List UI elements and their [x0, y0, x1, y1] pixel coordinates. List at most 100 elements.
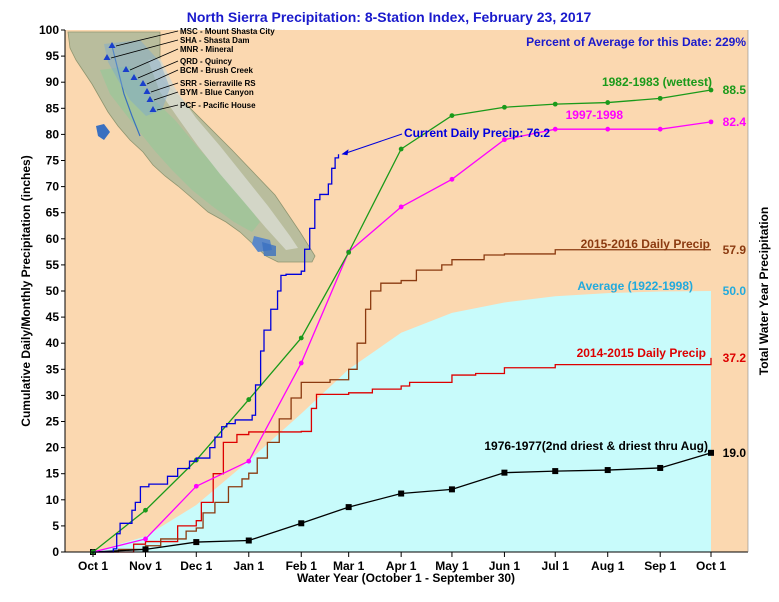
x-tick-label: Apr 1 [386, 559, 417, 573]
data-point [708, 449, 714, 456]
station-label: QRD - Quincy [180, 57, 233, 66]
series-end-value: 50.0 [723, 284, 747, 298]
station-marker [130, 74, 138, 80]
series-end-value: 37.2 [723, 351, 747, 365]
y-axis-label: Cumulative Daily/Monthly Precipitation (… [19, 155, 33, 426]
y-tick-label: 20 [46, 441, 60, 455]
x-tick-label: Aug 1 [591, 559, 625, 573]
series-end-value: 19.0 [723, 446, 747, 460]
station-leader-line [129, 48, 179, 71]
data-point [657, 95, 663, 101]
station-marker [139, 80, 147, 86]
map-central-valley [100, 66, 260, 232]
station-marker [108, 42, 116, 48]
x-tick-label: Jun 1 [489, 559, 521, 573]
data-point [502, 137, 507, 143]
data-point [398, 490, 405, 497]
y-ticks: 0 5 10 15 20 25 30 35 40 45 50 55 60 65 70 75 80 85 90 95 10… [39, 23, 65, 559]
y-tick-label: 80 [46, 127, 60, 141]
data-point [298, 360, 304, 366]
series-line [93, 249, 711, 553]
station-leader-line [137, 60, 179, 79]
x-tick-label: May 1 [435, 559, 469, 573]
y-tick-label: 30 [46, 388, 60, 402]
data-point [449, 176, 455, 182]
series-1997-1998 [90, 119, 714, 555]
y-tick-label: 15 [46, 467, 60, 481]
y-tick-label: 70 [46, 180, 60, 194]
station-label: SHA - Shasta Dam [180, 36, 250, 45]
annotation-arrow-head [341, 149, 349, 156]
data-point [193, 483, 199, 489]
average-area [93, 291, 711, 552]
series-label: 2014-2015 Daily Precip [577, 346, 706, 360]
y-tick-label: 35 [46, 362, 60, 376]
data-point [345, 504, 352, 511]
data-point [501, 469, 508, 476]
station-marker [122, 66, 130, 72]
station-markers [103, 42, 157, 112]
data-point [246, 397, 252, 402]
data-point [552, 101, 558, 107]
station-leader-line [150, 82, 179, 93]
data-point [448, 486, 455, 493]
series-2015-2016-daily-precip [93, 249, 711, 553]
x-axis-label: Water Year (October 1 - September 30) [297, 571, 515, 585]
station-label: SRR - Sierraville RS [180, 79, 256, 88]
y-tick-label: 10 [46, 493, 60, 507]
y-tick-label: 0 [52, 545, 59, 559]
y-tick-label: 25 [46, 415, 60, 429]
series-labels: 1982-1983 (wettest) 88.5 1997-1998 82.4 2015… [341, 75, 747, 460]
data-point [502, 104, 507, 110]
station-marker [103, 54, 111, 60]
x-tick-label: Nov 1 [129, 559, 162, 573]
data-point [246, 458, 252, 464]
x-tick-label: Sep 1 [644, 559, 676, 573]
map-sacramento-river [111, 45, 141, 137]
y-tick-label: 55 [46, 258, 60, 272]
data-point [604, 467, 611, 474]
data-point [398, 146, 404, 152]
station-marker [143, 88, 151, 94]
series-label: 2015-2016 Daily Precip [581, 237, 710, 251]
data-point [552, 126, 558, 132]
x-ticks: Oct 1 Nov 1 Dec 1 Jan 1 Feb 1 Mar 1 Apr 1 May 1… [78, 552, 726, 573]
y-tick-label: 90 [46, 75, 60, 89]
station-leader-line [110, 39, 179, 59]
series-label: 1982-1983 (wettest) [602, 75, 712, 89]
series-label: 1976-1977(2nd driest & driest thru Aug) [484, 439, 708, 453]
current-precip-annotation: Current Daily Precip: 76.2 [404, 126, 550, 140]
data-point [657, 126, 663, 132]
station-marker [149, 106, 157, 112]
y-tick-label: 100 [39, 23, 59, 37]
series-line [93, 357, 712, 553]
series-current-daily-precip [93, 154, 340, 553]
right-axis-label: Total Water Year Precipitation [757, 207, 771, 376]
x-tick-label: Mar 1 [333, 559, 365, 573]
station-label: MSC - Mount Shasta City [180, 27, 275, 36]
station-label: BYM - Blue Canyon [180, 88, 254, 97]
data-point [142, 546, 149, 553]
annotation-arrow-line [342, 133, 403, 155]
chart-title: North Sierra Precipitation: 8-Station In… [187, 9, 592, 25]
data-point [193, 539, 200, 546]
station-leader-line [115, 30, 179, 47]
series-end-value: 82.4 [723, 115, 747, 129]
x-tick-label: Feb 1 [286, 559, 318, 573]
station-marker [146, 96, 154, 102]
data-point [398, 204, 404, 210]
data-point [143, 507, 148, 513]
x-tick-label: Oct 1 [78, 559, 108, 573]
series-end-value: 88.5 [723, 83, 747, 97]
y-tick-label: 95 [46, 49, 60, 63]
data-point [245, 537, 252, 544]
data-point [143, 536, 148, 542]
data-point [657, 464, 664, 471]
data-point [605, 100, 611, 105]
data-point [449, 113, 455, 119]
data-point [552, 468, 559, 475]
series-label: Average (1922-1998) [577, 279, 693, 293]
map-sierra-range [148, 58, 298, 250]
